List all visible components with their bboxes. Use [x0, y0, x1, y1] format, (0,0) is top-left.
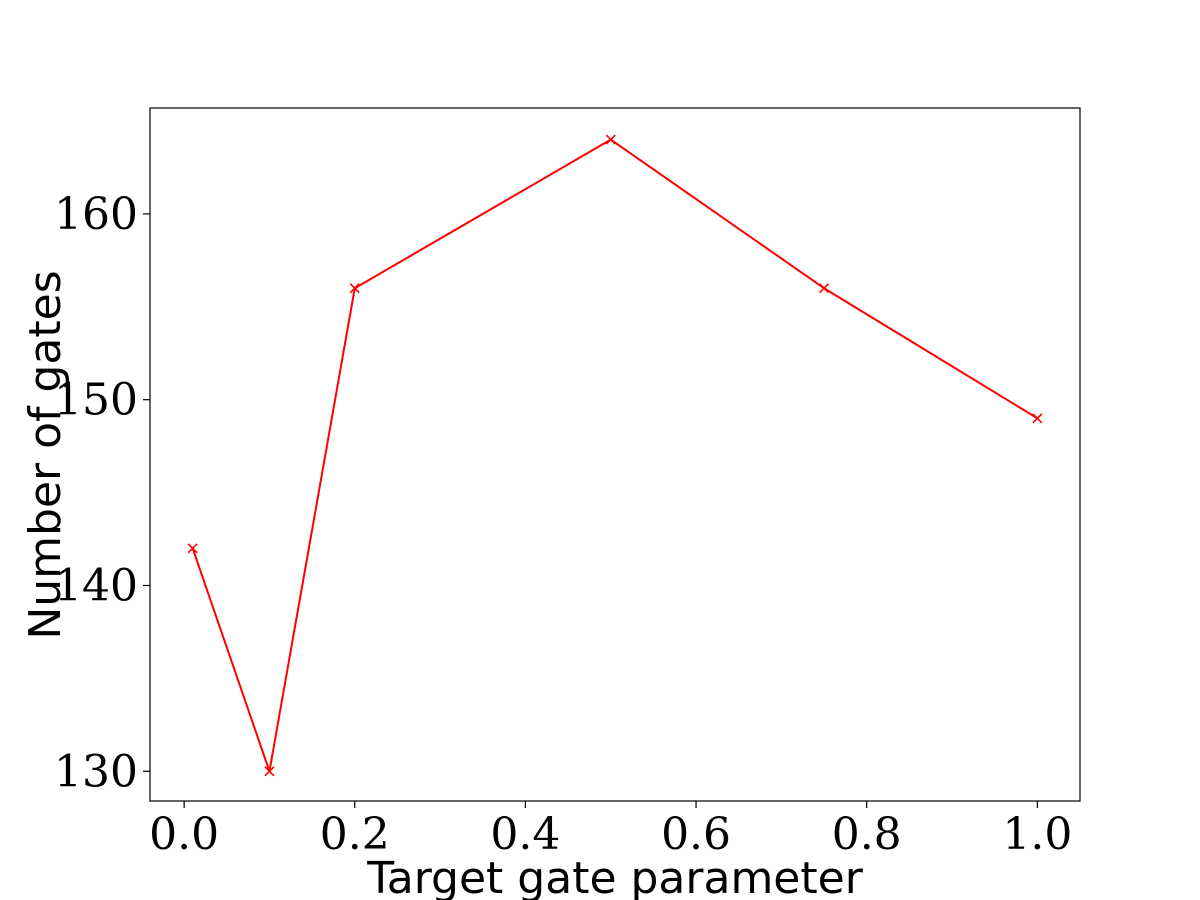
y-tick-label: 130 — [54, 746, 138, 797]
x-tick-label: 0.8 — [832, 809, 902, 860]
x-tick-label: 0.4 — [490, 809, 560, 860]
x-tick-label: 0.6 — [661, 809, 731, 860]
data-point-marker — [264, 766, 275, 777]
x-tick-label: 0.0 — [149, 809, 219, 860]
series-line — [191, 138, 1038, 773]
x-tick-label: 1.0 — [1002, 809, 1072, 860]
data-point-marker — [818, 283, 830, 294]
x-axis: 0.0 0.2 0.4 0.6 0.8 1.0 — [149, 801, 1072, 860]
data-point-marker — [605, 134, 616, 145]
x-axis-title: Target gate parameter — [366, 853, 864, 900]
y-tick-label: 140 — [54, 560, 138, 611]
x-tick-label: 0.2 — [320, 809, 390, 860]
y-tick-label: 150 — [54, 375, 138, 426]
plot-area — [149, 107, 1081, 802]
data-point-marker — [349, 283, 360, 294]
y-axis-title: Number of gates — [20, 270, 71, 639]
series-layer — [187, 134, 1043, 777]
y-axis: 130 140 150 160 — [54, 189, 150, 797]
data-point-marker — [187, 543, 198, 554]
data-point-marker — [1032, 413, 1043, 424]
y-tick-label: 160 — [54, 189, 138, 240]
